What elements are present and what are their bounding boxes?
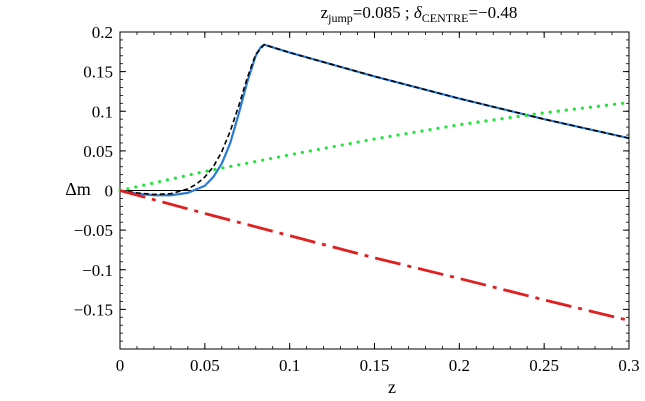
tick-labels: 0 0.05 0.1 0.15 0.2 0.25 0.3 0.2 0.15 0.1 0.05 0 −0.… [74,23,640,375]
y-tick-label: −0.15 [74,300,113,319]
title-z: z [321,3,329,22]
x-tick-label: 0.2 [449,356,470,375]
chart-title: zjump=0.085 ; δCENTRE=−0.48 [321,3,518,25]
x-tick-label: 0 [116,356,125,375]
series-line-long-dash [119,189,630,322]
y-tick-label: 0 [105,182,114,201]
x-axis-label: z [388,377,396,397]
series-layer [118,43,631,322]
title-z-subscript: jump [327,11,353,25]
title-delta: δ [414,3,423,22]
y-axis-label: Δm [65,179,91,199]
y-tick-label: 0.1 [92,102,113,121]
axis-ticks [119,31,630,349]
y-tick-label: 0.05 [83,142,113,161]
series-line-solid [118,43,631,197]
series-line-dashed [119,43,630,196]
x-tick-label: 0.3 [618,356,639,375]
x-tick-label: 0.1 [279,356,300,375]
x-tick-label: 0.15 [360,356,390,375]
y-tick-label: 0.2 [92,23,113,42]
y-tick-label: −0.1 [82,261,113,280]
series-line-dotted [118,100,631,193]
x-tick-label: 0.05 [190,356,220,375]
y-tick-label: 0.15 [83,63,113,82]
title-z-value: =0.085 ; [353,3,414,22]
title-delta-subscript: CENTRE [422,11,469,25]
title-delta-value: =−0.48 [468,3,517,22]
x-tick-label: 0.25 [529,356,559,375]
y-tick-label: −0.05 [74,221,113,240]
